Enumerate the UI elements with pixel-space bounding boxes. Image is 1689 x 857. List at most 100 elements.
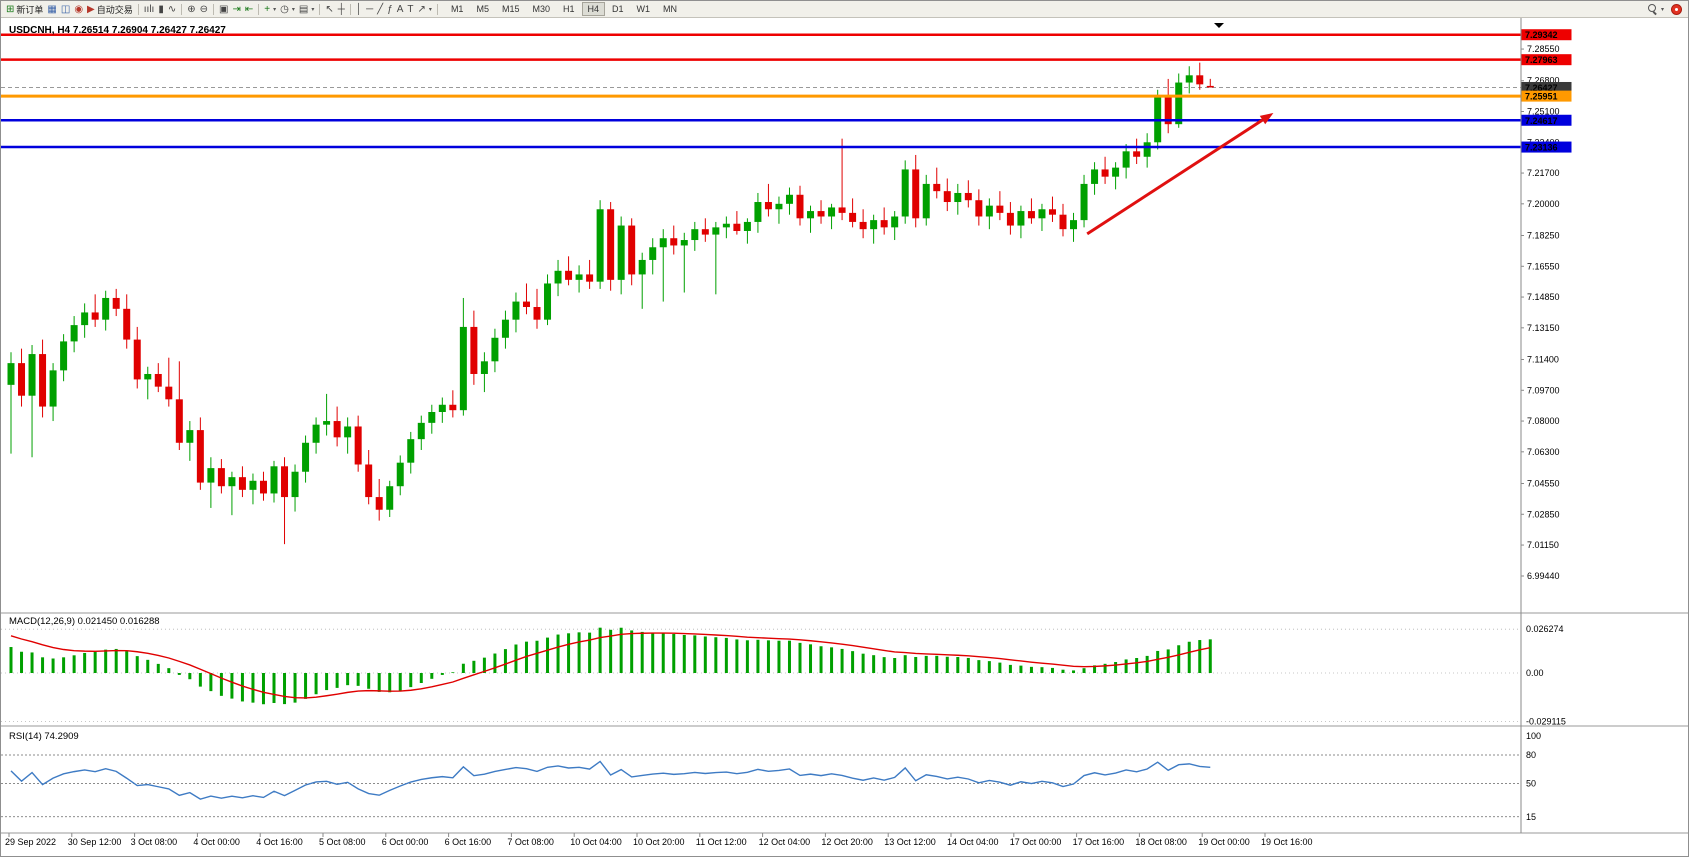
timeframe-button-mn[interactable]: MN <box>663 4 678 14</box>
crosshair-icon: ┼ <box>337 3 345 15</box>
chart-canvas[interactable]: 0.0262740.00-0.0291151008050157.285507.2… <box>1 18 1689 857</box>
candle-body <box>365 464 373 498</box>
time-axis-label: 4 Oct 00:00 <box>193 837 240 847</box>
trend-arrow-head[interactable] <box>1259 112 1274 125</box>
autotrade-button[interactable]: ▶ 自动交易 <box>85 2 135 17</box>
timeframe-button-d1[interactable]: D1 <box>612 4 624 14</box>
new-order-button[interactable]: ⊞ 新订单 <box>4 2 45 17</box>
price-axis-label: 6.99440 <box>1527 571 1560 581</box>
candle-body <box>544 283 552 320</box>
line-chart-button[interactable]: ∿ <box>166 2 178 17</box>
candle-body <box>1091 169 1099 184</box>
text-button[interactable]: A <box>395 2 406 17</box>
candle-body <box>996 205 1004 213</box>
text-label-button[interactable]: T <box>405 2 415 17</box>
trendline-button[interactable]: ╱ <box>375 2 385 17</box>
candle-body <box>1133 151 1141 157</box>
chart-shift-button[interactable]: ⇤ <box>243 2 255 17</box>
candle-body <box>1017 211 1025 226</box>
price-axis-label: 7.21700 <box>1527 168 1560 178</box>
timeframe-button-h4[interactable]: H4 <box>581 2 606 16</box>
timeframe-button-h1[interactable]: H1 <box>563 4 575 14</box>
price-axis-box-label: 7.27963 <box>1525 55 1558 65</box>
candle-body <box>291 471 299 498</box>
candle-body <box>807 211 815 219</box>
candle-body <box>1185 75 1193 83</box>
zoom-in-button[interactable]: ⊕ <box>185 2 197 17</box>
dropdown-caret-icon: ▾ <box>311 6 315 13</box>
periods-button[interactable]: ◷ ▾ <box>278 2 297 17</box>
candle-body <box>1101 169 1109 177</box>
price-axis-box <box>1521 141 1572 153</box>
price-axis-label: 7.11400 <box>1527 355 1559 365</box>
text-label-icon: T <box>407 3 414 15</box>
alerts-button[interactable]: ◉ <box>72 2 85 17</box>
timeframe-button-m1[interactable]: M1 <box>450 4 464 14</box>
price-axis-label: 7.08000 <box>1527 416 1560 426</box>
auto-scroll-button[interactable]: ⇥ <box>230 2 242 17</box>
crosshair-button[interactable]: ┼ <box>336 2 347 17</box>
rsi-line <box>10 760 1211 800</box>
toolbar-separator <box>181 3 183 15</box>
autotrade-button-label: 自动交易 <box>96 4 133 15</box>
timeframe-group: M1 M5 M15 M30 H1 H4 D1 W1 MN <box>445 2 684 16</box>
candle-body <box>1070 220 1078 230</box>
candle-body <box>112 297 120 309</box>
time-axis-label: 6 Oct 16:00 <box>445 837 492 847</box>
time-axis-label: 13 Oct 12:00 <box>884 837 936 847</box>
line-chart-icon: ∿ <box>167 3 177 15</box>
time-axis-label: 10 Oct 20:00 <box>633 837 685 847</box>
tile-windows-button[interactable]: ▣ <box>217 2 230 17</box>
horizontal-line-button[interactable]: ─ <box>364 2 375 17</box>
candle-body <box>102 297 110 320</box>
time-axis-label: 10 Oct 04:00 <box>570 837 622 847</box>
timeframe-button-m30[interactable]: M30 <box>532 4 550 14</box>
timeframe-button-w1[interactable]: W1 <box>636 4 651 14</box>
zoom-out-button[interactable]: ⊖ <box>198 2 210 17</box>
candle-body <box>943 191 951 203</box>
candle-body <box>838 207 846 213</box>
candle-body <box>985 205 993 217</box>
candle-body <box>175 399 183 443</box>
trend-arrow-object[interactable] <box>1086 118 1264 236</box>
candle-body <box>81 312 89 326</box>
candle-body <box>407 439 415 463</box>
profiles-button[interactable]: ◫ <box>59 2 72 17</box>
macd-axis-label: -0.029115 <box>1526 717 1566 727</box>
candle-body <box>764 202 772 210</box>
horizontal-line-icon: ─ <box>366 3 374 15</box>
candle-body <box>281 466 289 498</box>
fibonacci-icon: ƒ <box>387 3 393 15</box>
candlestick-chart-button[interactable]: ▮ <box>156 2 166 17</box>
time-axis-label: 19 Oct 00:00 <box>1198 837 1250 847</box>
notification-badge-icon[interactable] <box>1671 3 1682 15</box>
candle-body <box>701 229 709 235</box>
autotrade-icon: ▶ <box>87 3 95 15</box>
search-button[interactable]: ▾ <box>1646 2 1666 17</box>
cursor-button[interactable]: ↖ <box>323 2 335 17</box>
chart-shift-marker[interactable] <box>1214 23 1224 28</box>
arrows-button[interactable]: ↗ ▾ <box>416 2 434 17</box>
templates-button[interactable]: ▤ ▾ <box>297 2 316 17</box>
bar-chart-button[interactable]: ıılı <box>142 2 157 17</box>
candle-body <box>7 363 15 385</box>
charts-window-icon: ▦ <box>47 3 57 15</box>
arrows-icon: ↗ <box>417 3 426 15</box>
candle-body <box>186 430 194 443</box>
price-axis-box-label: 7.25951 <box>1525 92 1558 102</box>
timeframe-button-m5[interactable]: M5 <box>476 4 489 14</box>
timeframe-button-m15[interactable]: M15 <box>501 4 520 14</box>
vertical-line-button[interactable]: │ <box>354 2 364 17</box>
candle-body <box>417 422 425 440</box>
fibonacci-button[interactable]: ƒ <box>385 2 395 17</box>
candle-body <box>891 216 899 228</box>
price-axis-box <box>1521 54 1572 66</box>
time-axis-label: 17 Oct 00:00 <box>1010 837 1062 847</box>
toolbar-separator <box>436 3 438 15</box>
time-axis-label: 29 Sep 2022 <box>5 837 56 847</box>
price-axis-box-label: 7.29342 <box>1525 30 1558 40</box>
indicators-button[interactable]: + ▾ <box>262 2 278 17</box>
charts-window-button[interactable]: ▦ <box>45 2 58 17</box>
macd-axis-label: 0.00 <box>1526 668 1544 678</box>
candle-body <box>344 426 352 438</box>
